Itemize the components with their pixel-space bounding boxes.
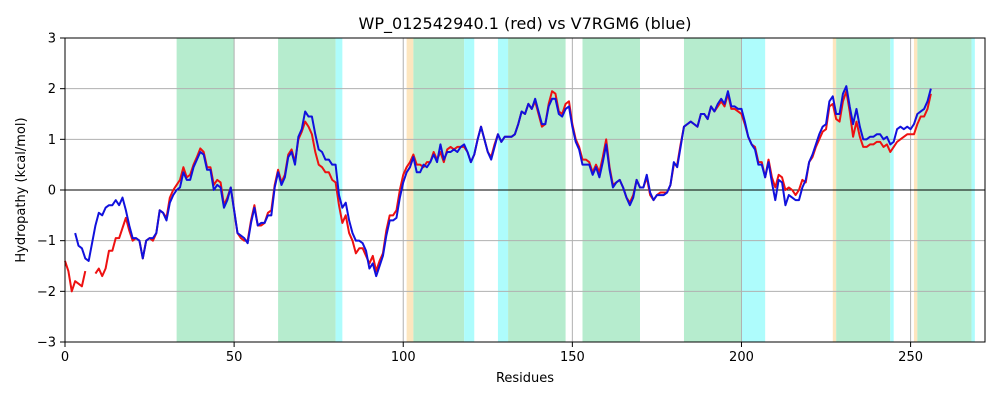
y-tick-label: −3 <box>37 336 56 351</box>
y-tick-label: −1 <box>37 234 56 249</box>
x-axis-label: Residues <box>496 371 554 386</box>
y-tick-label: 3 <box>48 32 56 47</box>
x-tick-label: 250 <box>898 350 923 365</box>
x-tick-label: 150 <box>560 350 585 365</box>
x-tick-label: 0 <box>61 350 69 365</box>
y-tick-label: −2 <box>37 285 56 300</box>
chart-title: WP_012542940.1 (red) vs V7RGM6 (blue) <box>359 14 692 34</box>
series-lines <box>64 85 932 293</box>
x-axis-ticks: 0 50 100 150 200 250 <box>61 342 923 365</box>
y-tick-label: 0 <box>48 184 56 199</box>
series-line-red <box>64 260 87 293</box>
x-tick-label: 200 <box>729 350 754 365</box>
series-line-blue <box>74 85 932 278</box>
x-tick-label: 100 <box>391 350 416 365</box>
y-axis-label: Hydropathy (kcal/mol) <box>14 117 29 262</box>
x-tick-label: 50 <box>226 350 243 365</box>
y-tick-label: 2 <box>48 82 56 97</box>
y-tick-label: 1 <box>48 133 56 148</box>
y-axis-ticks: −3 −2 −1 0 1 2 3 <box>37 32 65 351</box>
